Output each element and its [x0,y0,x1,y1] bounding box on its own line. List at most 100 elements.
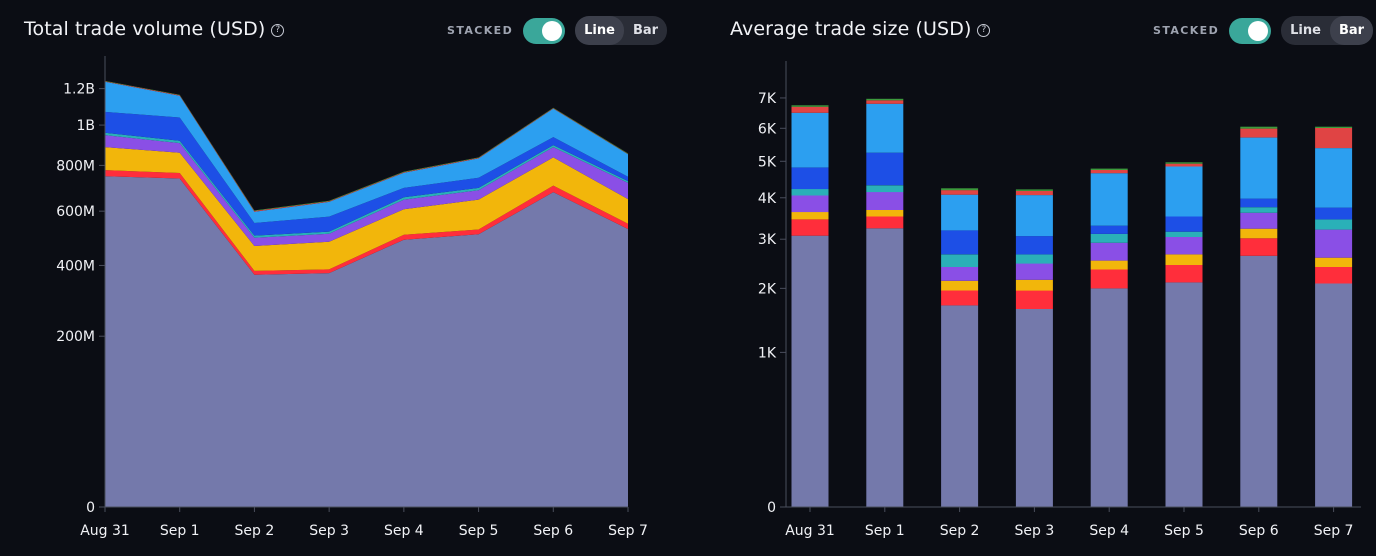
bar-button[interactable]: Bar [1329,16,1374,45]
x-tick-label: Sep 6 [533,523,573,539]
bar-segment[interactable] [866,103,904,153]
area-series-3[interactable] [105,135,628,246]
bar-segment[interactable] [866,216,904,229]
bar-segment[interactable] [1240,126,1278,129]
bar-segment[interactable] [866,185,904,193]
trade-size-title-text: Average trade size (USD) [730,18,972,40]
bar-segment[interactable] [1090,225,1128,234]
bar-segment[interactable] [866,152,904,186]
bar-segment[interactable] [1090,260,1128,270]
bar-segment[interactable] [941,305,979,507]
bar-segment[interactable] [791,212,829,220]
stacked-toggle[interactable] [523,17,566,44]
bar-segment[interactable] [1090,242,1128,261]
bar-segment[interactable] [1240,238,1278,256]
bar-segment[interactable] [866,100,904,104]
bar-segment[interactable] [1315,128,1353,149]
bar-segment[interactable] [1315,126,1353,128]
bar-segment[interactable] [941,280,979,291]
bar-segment[interactable] [1240,207,1278,213]
bar-segment[interactable] [1015,290,1053,310]
bar-segment[interactable] [1240,255,1278,507]
bar-segment[interactable] [1315,219,1353,230]
bar-segment[interactable] [1315,207,1353,220]
bar-segment[interactable] [1240,198,1278,208]
bar-segment[interactable] [1015,190,1053,196]
bar-segment[interactable] [1090,288,1128,507]
bar-segment[interactable] [1165,265,1203,283]
bar-segment[interactable] [1315,267,1353,284]
y-tick-label: 1.2B [63,82,95,98]
area-series-6[interactable] [105,81,628,223]
bar-segment[interactable] [791,112,829,168]
bar-segment[interactable] [866,210,904,217]
bar-segment[interactable] [1315,148,1353,208]
bar-segment[interactable] [1015,309,1053,507]
bar-segment[interactable] [866,98,904,101]
bar-segment[interactable] [1090,168,1128,170]
area-series-5[interactable] [105,111,628,236]
trade-size-controls: STACKED Line Bar [1153,16,1374,45]
bar-segment[interactable] [1315,283,1353,508]
area-series-1[interactable] [105,170,628,275]
bar-segment[interactable] [791,167,829,190]
bar-segment[interactable] [866,192,904,210]
trade-volume-title: Total trade volume (USD)? [24,18,285,40]
x-tick-label: Sep 6 [1239,523,1279,539]
bar-segment[interactable] [941,190,979,195]
line-button[interactable]: Line [575,16,624,45]
bar-segment[interactable] [1165,216,1203,232]
stacked-toggle[interactable] [1229,17,1272,44]
bar-segment[interactable] [791,189,829,196]
area-series-2[interactable] [105,147,628,271]
bar-segment[interactable] [1165,163,1203,167]
bar-segment[interactable] [1165,166,1203,217]
y-tick-label: 6K [758,121,777,137]
bar-segment[interactable] [791,195,829,213]
bar-segment[interactable] [791,235,829,507]
bar-segment[interactable] [791,106,829,113]
bar-segment[interactable] [1240,228,1278,239]
bar-segment[interactable] [941,267,979,281]
bar-segment[interactable] [1165,254,1203,265]
bar-segment[interactable] [791,219,829,236]
bar-segment[interactable] [941,254,979,267]
bar-button[interactable]: Bar [632,23,659,38]
bar-segment[interactable] [1165,282,1203,507]
bar-segment[interactable] [1315,257,1353,267]
bar-segment[interactable] [1090,170,1128,174]
bar-segment[interactable] [1015,195,1053,237]
bar-segment[interactable] [1015,254,1053,264]
bar-segment[interactable] [791,105,829,107]
bar-segment[interactable] [1165,231,1203,237]
bar-segment[interactable] [941,290,979,306]
bar-segment[interactable] [1240,212,1278,229]
bar-segment[interactable] [1015,189,1053,191]
bar-segment[interactable] [1165,237,1203,255]
help-icon[interactable]: ? [977,24,991,37]
x-tick-label: Sep 3 [309,523,349,539]
bar-segment[interactable] [1015,279,1053,291]
bar-segment[interactable] [941,194,979,231]
bar-segment[interactable] [1090,233,1128,243]
bar-segment[interactable] [866,228,904,508]
bar-segment[interactable] [1015,263,1053,280]
bar-segment[interactable] [941,230,979,255]
x-tick-label: Sep 2 [940,523,980,539]
bar-segment[interactable] [1240,137,1278,199]
bar-segment[interactable] [1090,269,1128,289]
bar-segment[interactable] [1315,229,1353,258]
help-icon[interactable]: ? [271,24,285,37]
line-button[interactable]: Line [1290,23,1321,38]
toggle-knob [1248,20,1269,41]
bar-segment[interactable] [1165,162,1203,164]
trade-size-panel: Average trade size (USD)? STACKED Line B… [706,0,1376,556]
bar-segment[interactable] [1240,128,1278,138]
bar-segment[interactable] [1015,236,1053,255]
x-tick-label: Sep 5 [459,523,499,539]
y-tick-label: 2K [758,281,777,297]
bar-segment[interactable] [941,188,979,191]
bar-segment[interactable] [1090,173,1128,226]
y-tick-label: 3K [758,232,777,248]
area-series-0[interactable] [105,176,628,507]
